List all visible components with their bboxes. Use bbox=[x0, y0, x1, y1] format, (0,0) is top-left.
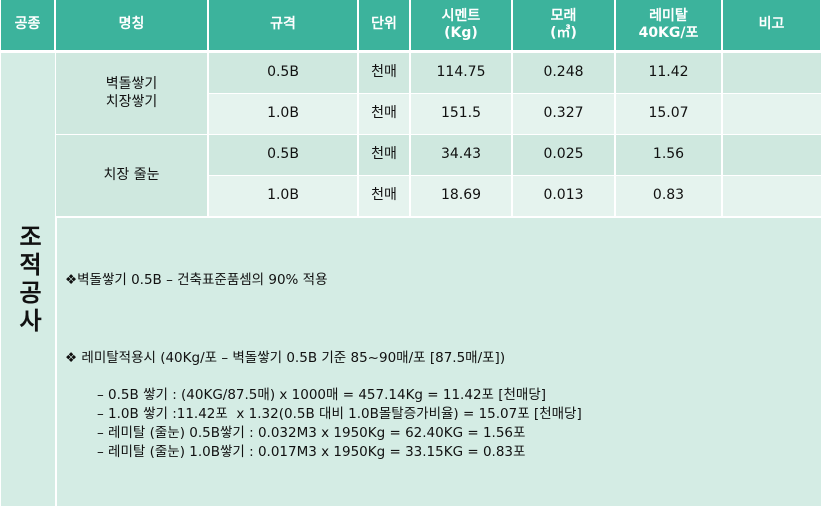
name-cell: 벽돌쌓기 치장쌓기 bbox=[56, 53, 207, 134]
data-cell: 0.248 bbox=[513, 53, 614, 93]
remark-cell bbox=[723, 94, 821, 134]
header-cell: 비고 bbox=[723, 0, 820, 50]
header-cell: 규격 bbox=[209, 0, 357, 50]
data-cell: 천매 bbox=[359, 176, 409, 216]
notes-panel: ❖벽돌쌓기 0.5B – 건축표준품셈의 90% 적용 ❖ 레미탈적용시 (40… bbox=[57, 218, 821, 506]
remark-cell bbox=[723, 53, 821, 93]
data-cell: 0.025 bbox=[513, 135, 614, 175]
data-cell: 0.5B bbox=[209, 53, 357, 93]
data-cell: 1.0B bbox=[209, 176, 357, 216]
note-item: – 레미탈 (줄눈) 0.5B쌓기 : 0.032M3 x 1950Kg = 6… bbox=[97, 425, 526, 441]
data-cell: 114.75 bbox=[411, 53, 511, 93]
header-cell: 명칭 bbox=[56, 0, 207, 50]
data-cell: 천매 bbox=[359, 53, 409, 93]
header-cell: 레미탈 40KG/포 bbox=[616, 0, 721, 50]
data-cell: 15.07 bbox=[616, 94, 721, 134]
header-cell: 시멘트 (Kg) bbox=[411, 0, 511, 50]
data-cell: 1.0B bbox=[209, 94, 357, 134]
data-cell: 1.56 bbox=[616, 135, 721, 175]
note-item: – 레미탈 (줄눈) 1.0B쌓기 : 0.017M3 x 1950Kg = 3… bbox=[97, 444, 526, 460]
note-item: – 0.5B 쌓기 : (40KG/87.5매) x 1000매 = 457.1… bbox=[97, 387, 547, 403]
category-cell: 조적공사 bbox=[1, 53, 55, 506]
data-cell: 34.43 bbox=[411, 135, 511, 175]
data-cell: 11.42 bbox=[616, 53, 721, 93]
data-cell: 0.327 bbox=[513, 94, 614, 134]
remark-cell bbox=[723, 135, 821, 175]
data-cell: 0.5B bbox=[209, 135, 357, 175]
data-cell: 151.5 bbox=[411, 94, 511, 134]
name-cell: 치장 줄눈 bbox=[56, 135, 207, 216]
data-cell: 0.013 bbox=[513, 176, 614, 216]
header-cell: 단위 bbox=[359, 0, 409, 50]
data-cell: 천매 bbox=[359, 135, 409, 175]
header-cell: 공종 bbox=[1, 0, 54, 50]
data-cell: 천매 bbox=[359, 94, 409, 134]
note: ❖벽돌쌓기 0.5B – 건축표준품셈의 90% 적용 bbox=[65, 272, 328, 288]
data-cell: 18.69 bbox=[411, 176, 511, 216]
note: ❖ 레미탈적용시 (40Kg/포 – 벽돌쌓기 0.5B 기준 85~90매/포… bbox=[65, 350, 506, 366]
data-cell: 0.83 bbox=[616, 176, 721, 216]
remark-cell bbox=[723, 176, 821, 216]
header-cell: 모래 (㎥) bbox=[513, 0, 614, 50]
note-item: – 1.0B 쌓기 :11.42포 x 1.32(0.5B 대비 1.0B몰탈증… bbox=[97, 406, 582, 422]
